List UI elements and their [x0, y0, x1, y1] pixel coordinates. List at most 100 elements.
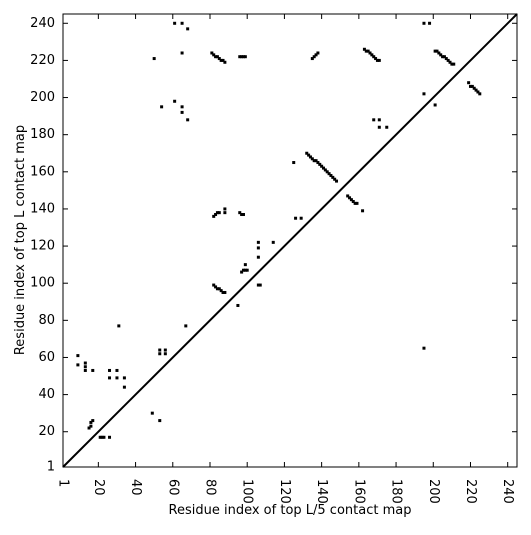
contact-point [223, 290, 227, 294]
contact-point [240, 270, 244, 274]
contact-point [374, 57, 378, 61]
contact-point [468, 84, 472, 88]
contact-point [219, 58, 223, 62]
contact-point [361, 209, 365, 213]
contact-point [215, 211, 219, 215]
contact-point [355, 201, 359, 205]
contact-point [435, 49, 439, 53]
contact-point [180, 105, 184, 109]
contact-point [217, 287, 221, 291]
contact-point [240, 55, 244, 59]
contact-point [163, 352, 167, 356]
contact-point [223, 60, 227, 64]
contact-point [377, 125, 381, 129]
contact-point [214, 285, 218, 289]
contact-point [333, 177, 337, 181]
contact-point [433, 49, 437, 53]
contact-point [221, 58, 225, 62]
contact-point [474, 88, 478, 92]
contact-point [180, 110, 184, 114]
contact-point [102, 435, 106, 439]
contact-point [377, 58, 381, 62]
contact-point [180, 21, 184, 25]
contact-point [122, 376, 126, 380]
contact-point [217, 57, 221, 61]
contact-point [83, 365, 87, 369]
contact-point [448, 60, 452, 64]
contact-point [346, 194, 350, 198]
contact-point [323, 168, 327, 172]
x-tick-label: 100 [240, 479, 255, 504]
contact-point [212, 283, 216, 287]
contact-point [115, 368, 119, 372]
contact-point [240, 213, 244, 217]
contact-point [372, 118, 376, 122]
contact-point [433, 103, 437, 107]
contact-point [349, 198, 353, 202]
contact-point [316, 161, 320, 165]
contact-point [476, 90, 480, 94]
contact-point [428, 21, 432, 25]
y-tick-label: 140 [30, 201, 55, 216]
contact-point [441, 55, 445, 59]
contact-point [212, 53, 216, 57]
contact-point [223, 211, 227, 215]
contact-point [310, 57, 314, 61]
contact-point [186, 118, 190, 122]
contact-point [318, 162, 322, 166]
contact-point [271, 240, 275, 244]
contact-point [158, 419, 162, 423]
contact-point [385, 125, 389, 129]
contact-point [310, 157, 314, 161]
contact-point [76, 354, 80, 358]
x-tick-label: 60 [165, 479, 180, 496]
contact-point [325, 170, 329, 174]
contact-point [368, 51, 372, 55]
x-tick-label: 80 [202, 479, 217, 496]
contact-point [108, 368, 112, 372]
y-tick-label: 220 [30, 53, 55, 68]
contact-point [348, 196, 352, 200]
contact-point [215, 287, 219, 291]
contact-point [422, 21, 426, 25]
contact-point [115, 376, 119, 380]
contact-point [351, 200, 355, 204]
contact-point [158, 352, 162, 356]
contact-point [312, 55, 316, 59]
y-tick-label: 160 [30, 164, 55, 179]
contact-point [219, 289, 223, 293]
contact-point [243, 263, 247, 267]
contact-point [308, 155, 312, 159]
x-tick-label: 200 [426, 479, 441, 504]
contact-point [470, 84, 474, 88]
contact-point [245, 268, 249, 272]
contact-point [467, 81, 471, 85]
contact-point [321, 166, 325, 170]
contact-point [241, 55, 245, 59]
contact-point [292, 161, 296, 165]
contact-point [173, 99, 177, 103]
contact-point [76, 363, 80, 367]
contact-point [241, 268, 245, 272]
contact-point [294, 216, 298, 220]
contact-point [314, 53, 318, 57]
y-tick-label: 100 [30, 276, 55, 291]
contact-point [150, 411, 154, 415]
contact-point [331, 175, 335, 179]
contact-point [256, 255, 260, 259]
y-tick-label: 60 [38, 350, 55, 365]
contact-point [370, 53, 374, 57]
contact-point [122, 385, 126, 389]
contact-point [256, 246, 260, 250]
x-axis-label: Residue index of top L/5 contact map [169, 503, 412, 518]
contact-point [243, 55, 247, 59]
contact-point [214, 55, 218, 59]
contact-point [87, 426, 91, 430]
contact-point [238, 211, 242, 215]
contact-point [223, 207, 227, 211]
contact-point [478, 92, 482, 96]
contact-point [158, 348, 162, 352]
contact-point [163, 348, 167, 352]
contact-point [186, 27, 190, 31]
contact-point [243, 268, 247, 272]
